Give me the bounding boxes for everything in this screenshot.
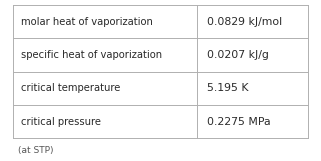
Text: specific heat of vaporization: specific heat of vaporization <box>21 50 162 60</box>
Text: 0.0829 kJ/mol: 0.0829 kJ/mol <box>207 17 282 27</box>
Text: (at STP): (at STP) <box>18 146 53 155</box>
Text: 0.2275 MPa: 0.2275 MPa <box>207 117 271 127</box>
Text: 0.0207 kJ/g: 0.0207 kJ/g <box>207 50 269 60</box>
Text: molar heat of vaporization: molar heat of vaporization <box>21 17 153 27</box>
Text: critical temperature: critical temperature <box>21 83 120 93</box>
Text: 5.195 K: 5.195 K <box>207 83 248 93</box>
Text: critical pressure: critical pressure <box>21 117 101 127</box>
